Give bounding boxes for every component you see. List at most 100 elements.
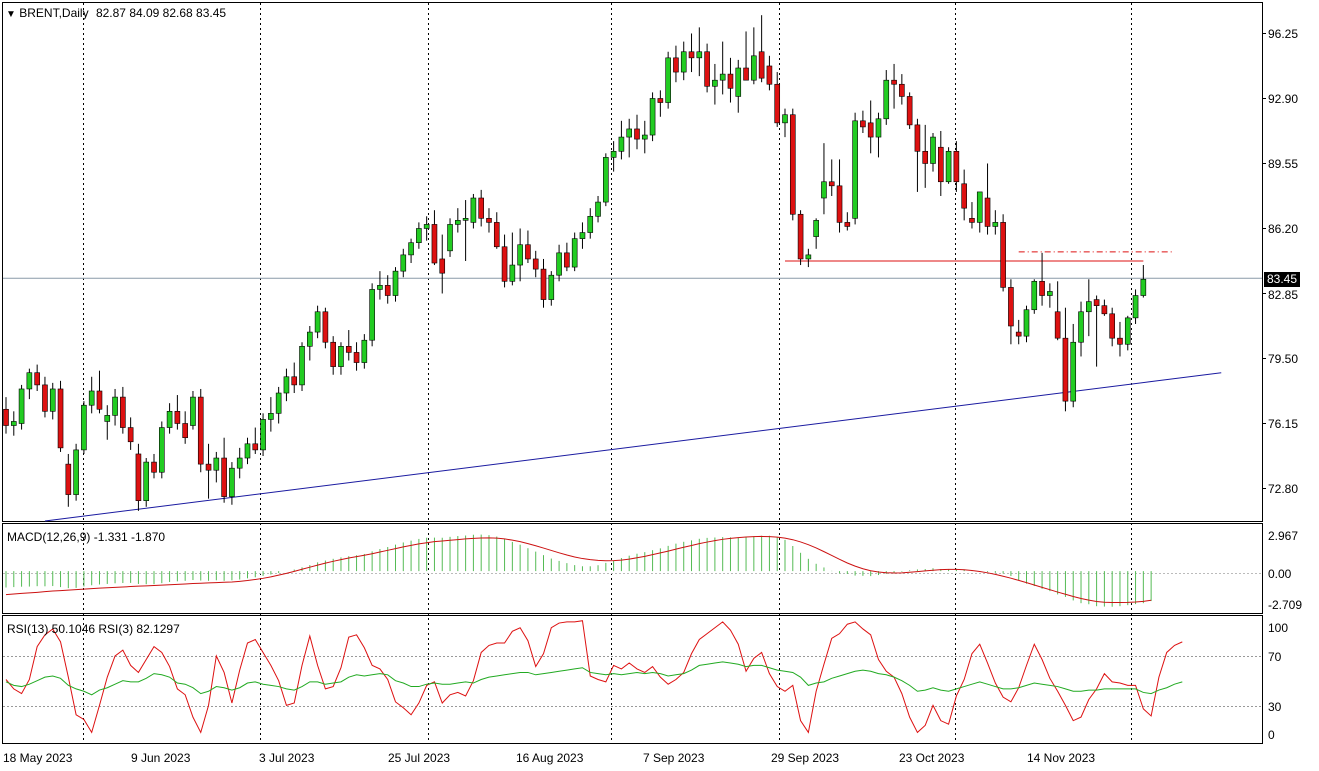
candle xyxy=(3,397,9,434)
candle xyxy=(1124,315,1131,351)
svg-text:89.55: 89.55 xyxy=(1268,157,1298,171)
candle-body xyxy=(735,67,742,97)
candle xyxy=(969,202,975,229)
candle xyxy=(322,307,329,349)
candle-body xyxy=(1039,280,1045,296)
candle-body xyxy=(1008,287,1014,327)
candle-body xyxy=(345,346,352,353)
candle-body xyxy=(704,51,710,87)
time-separators xyxy=(83,3,1132,743)
candle xyxy=(205,443,212,499)
candle xyxy=(984,163,991,235)
candle xyxy=(470,193,477,229)
candle xyxy=(1070,323,1077,408)
candle xyxy=(478,189,484,227)
candle xyxy=(338,342,344,375)
price-tick: 86.20 xyxy=(1262,222,1298,236)
candle xyxy=(992,210,999,235)
candle xyxy=(174,395,181,430)
candle-body xyxy=(81,404,87,451)
candle xyxy=(369,283,375,347)
candle xyxy=(10,411,17,436)
candle xyxy=(1015,319,1022,345)
candle-body xyxy=(197,396,204,465)
candle xyxy=(914,118,921,192)
candle-body xyxy=(953,150,960,183)
candle xyxy=(548,271,555,306)
candle xyxy=(852,112,858,225)
candle xyxy=(501,234,508,288)
candle-body xyxy=(532,258,539,270)
candle xyxy=(1039,252,1045,306)
candle xyxy=(447,218,453,257)
candle xyxy=(1000,214,1006,292)
candle xyxy=(143,458,150,507)
candle xyxy=(626,118,633,158)
candle-body xyxy=(1101,305,1108,315)
candle-body xyxy=(688,51,695,59)
rsi-tick: 100 xyxy=(1268,621,1288,635)
candle-body xyxy=(353,352,360,363)
candle xyxy=(517,228,523,282)
date-label: 23 Oct 2023 xyxy=(899,751,965,765)
candle xyxy=(377,271,383,300)
rsi-header: RSI(13) 50.1046 RSI(3) 82.1297 xyxy=(7,622,180,636)
candle xyxy=(135,443,142,511)
candle xyxy=(197,388,204,473)
candle-body xyxy=(283,376,290,394)
candle xyxy=(493,212,500,249)
candle-body xyxy=(1086,301,1092,313)
date-axis: 18 May 2023 9 Jun 2023 3 Jul 2023 25 Jul… xyxy=(3,751,1095,765)
svg-text:96.25: 96.25 xyxy=(1268,27,1298,41)
candle-body xyxy=(945,150,952,183)
candle xyxy=(159,421,165,479)
candle-body xyxy=(844,222,851,227)
candle-body xyxy=(96,390,103,410)
candle xyxy=(805,248,812,268)
candle xyxy=(696,27,703,77)
candle-body xyxy=(797,213,804,260)
candle-body xyxy=(673,57,679,73)
candle-body xyxy=(275,392,282,414)
candle-body xyxy=(751,55,757,81)
candle-body xyxy=(338,346,344,367)
candle xyxy=(1047,283,1053,308)
candle-body xyxy=(836,185,843,223)
collapse-arrow-icon[interactable]: ▼ xyxy=(6,9,16,20)
svg-text:79.50: 79.50 xyxy=(1268,352,1298,366)
candle-body xyxy=(244,443,251,459)
candle-body xyxy=(852,120,858,219)
candle-body xyxy=(205,463,212,471)
candle-body xyxy=(213,457,220,471)
candle-body xyxy=(610,150,617,158)
candle-body xyxy=(416,228,422,244)
candle-body xyxy=(618,136,625,152)
candle xyxy=(252,427,259,454)
candle-body xyxy=(813,220,819,237)
candle xyxy=(976,191,983,233)
candle xyxy=(618,120,625,160)
candle-body xyxy=(314,311,321,333)
candle-body xyxy=(727,73,734,89)
candle-body xyxy=(369,289,375,341)
candle xyxy=(462,200,469,261)
candle-body xyxy=(190,396,196,426)
candle xyxy=(392,267,399,302)
candle xyxy=(1008,279,1014,345)
candle xyxy=(236,447,243,479)
candle xyxy=(735,59,742,113)
candle-body xyxy=(307,331,313,347)
price-axis: 96.25 92.90 89.55 86.20 82.85 79.50 76.1… xyxy=(1262,27,1298,496)
candle xyxy=(57,380,64,452)
candle xyxy=(641,120,648,154)
candle-body xyxy=(782,114,788,124)
candle-body xyxy=(548,274,555,300)
candle xyxy=(828,159,835,196)
candle-body xyxy=(891,79,897,85)
date-label: 9 Jun 2023 xyxy=(131,751,191,765)
candle-body xyxy=(556,252,562,276)
candle-body xyxy=(159,427,165,473)
candle xyxy=(1023,305,1030,343)
candle-body xyxy=(10,421,17,426)
candle xyxy=(571,232,578,272)
